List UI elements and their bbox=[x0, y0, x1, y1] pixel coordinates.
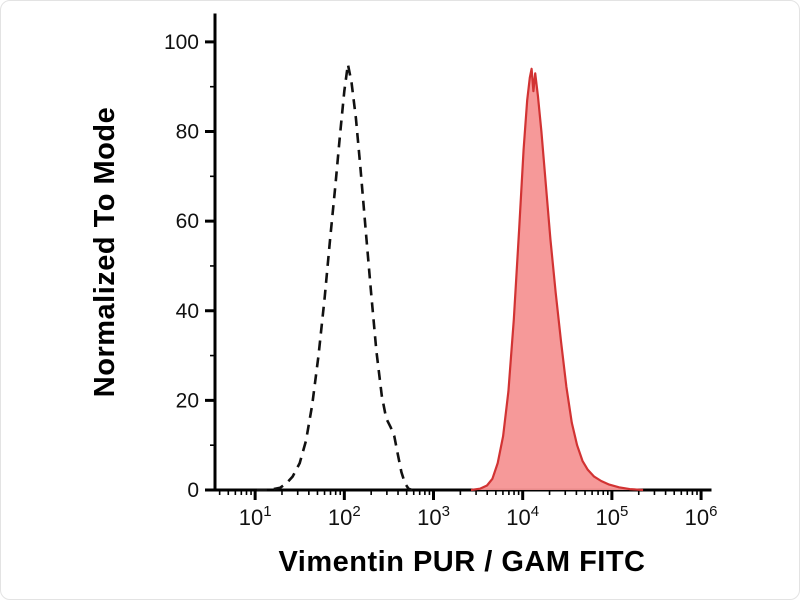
x-axis-title: Vimentin PUR / GAM FITC bbox=[278, 546, 646, 578]
svg-text:101: 101 bbox=[239, 503, 272, 530]
svg-text:102: 102 bbox=[328, 503, 361, 530]
svg-text:40: 40 bbox=[176, 300, 199, 323]
svg-text:105: 105 bbox=[595, 503, 628, 530]
svg-text:80: 80 bbox=[176, 121, 199, 144]
svg-text:103: 103 bbox=[417, 503, 450, 530]
svg-text:20: 20 bbox=[176, 389, 199, 412]
svg-text:104: 104 bbox=[506, 503, 539, 530]
svg-text:60: 60 bbox=[176, 210, 199, 233]
svg-text:100: 100 bbox=[164, 31, 199, 54]
svg-text:106: 106 bbox=[685, 503, 718, 530]
svg-text:0: 0 bbox=[187, 479, 199, 502]
